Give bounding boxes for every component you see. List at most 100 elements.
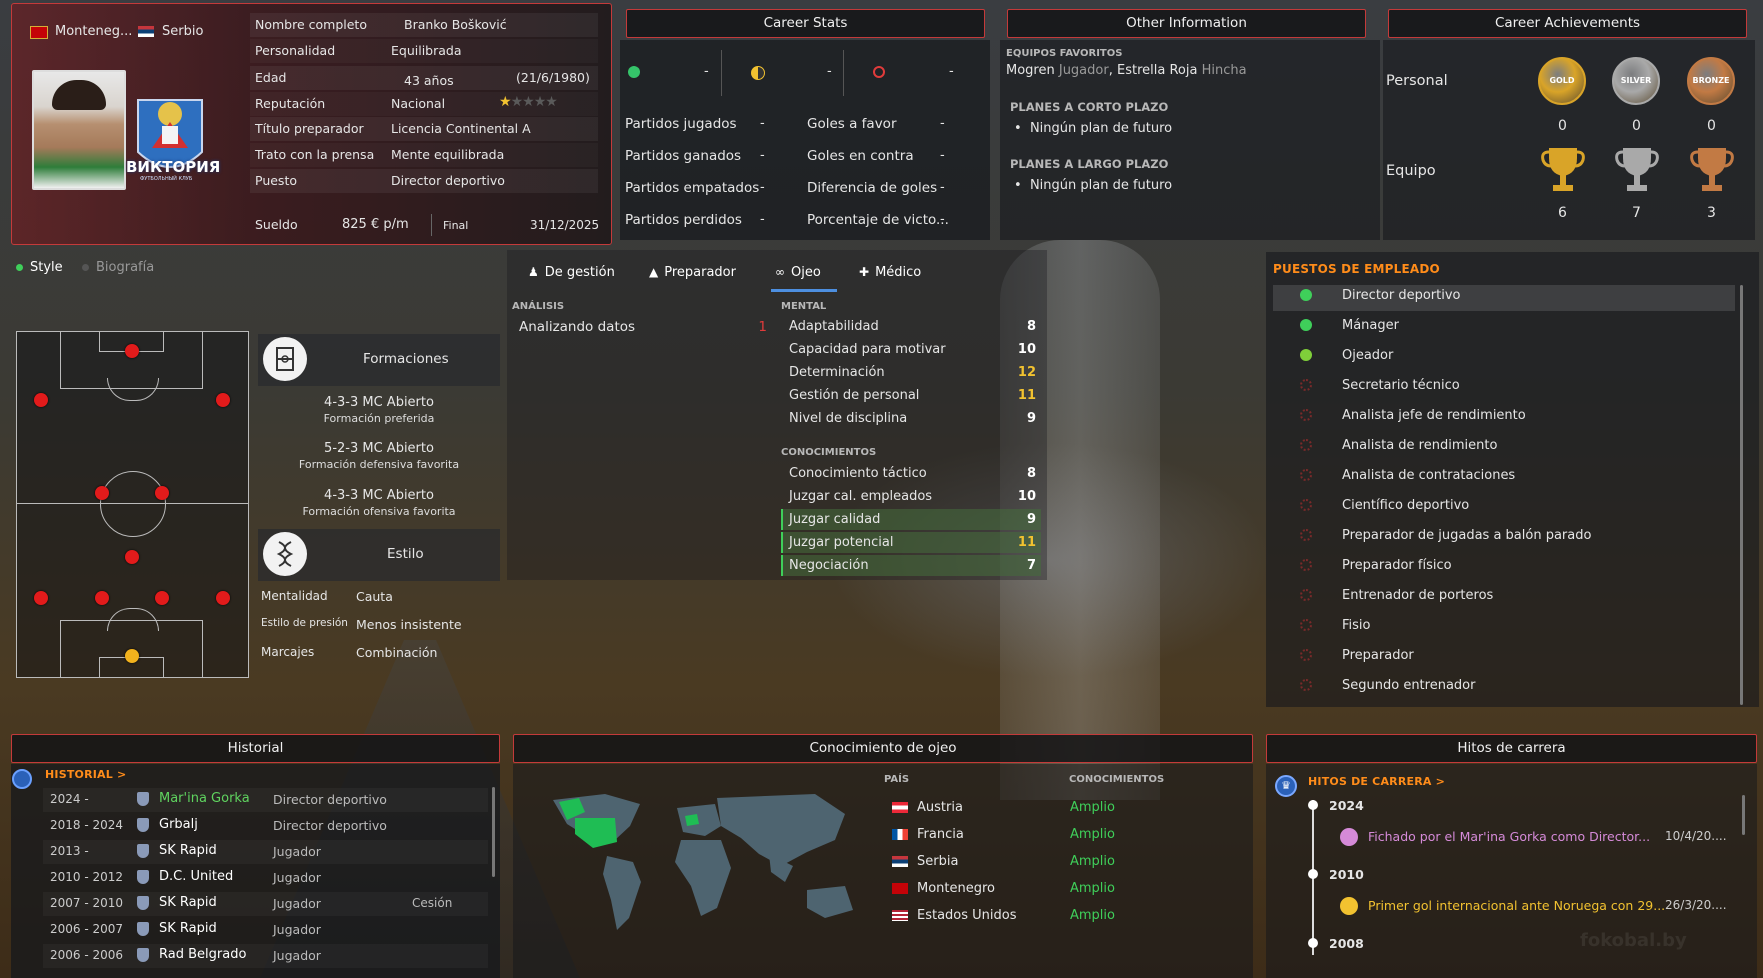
position-name[interactable]: Científico deportivo [1342,498,1470,513]
position-name[interactable]: Analista de contrataciones [1342,468,1516,483]
formation-name[interactable]: 4-3-3 MC Abierto [324,488,434,503]
history-club[interactable]: SK Rapid [159,843,217,858]
formations-header: Formaciones [258,334,500,386]
position-name[interactable]: Fisio [1342,618,1371,633]
history-club[interactable]: Rad Belgrado [159,947,247,962]
medal-name: GOLD [1549,76,1575,85]
scout-level: Amplio [1070,881,1115,896]
style-title: Estilo [387,546,424,562]
style-label: Marcajes [261,645,315,659]
country-label: PAÍS [884,774,910,785]
milestone-text[interactable]: Fichado por el Mar'ina Gorka como Direct… [1368,829,1651,844]
history-club[interactable]: Grbalj [159,817,198,832]
history-club[interactable]: Mar'ina Gorka [159,791,250,806]
history-club[interactable]: SK Rapid [159,921,217,936]
watermark-logo: fokobal.by [1580,930,1687,951]
tab-m-dico[interactable]: ✚ Médico [859,265,921,280]
tab-label: De gestión [544,265,615,280]
red-ring-icon [873,66,885,78]
tab-de-gesti-n[interactable]: ♟ De gestión [528,265,615,280]
bullet-icon: • [1014,178,1030,193]
stat-icon-value: - [949,64,954,79]
formation-name[interactable]: 5-2-3 MC Abierto [324,441,434,456]
history-note: Cesión [412,896,453,910]
attribute-value: 7 [1026,558,1036,573]
birthdate: (21/6/1980) [516,70,590,85]
history-role: Jugador [273,896,321,911]
position-name[interactable]: Secretario técnico [1342,378,1460,393]
milestones-link[interactable]: HITOS DE CARRERA > [1308,775,1446,788]
whistle-icon: ▲ [649,265,659,279]
attribute-value: 8 [1026,319,1036,334]
analysis-label: ANÁLISIS [512,301,565,312]
fav-team-1[interactable]: Mogren [1006,63,1055,78]
trophy-icon [1539,144,1587,196]
club-badge-icon[interactable]: ВИКТОРИЯ ФУТБОЛЬНЫЙ КЛУБ [126,82,220,192]
stat-label: Goles a favor [807,116,897,132]
trophy-count: 6 [1558,205,1567,221]
scout-country[interactable]: Francia [917,827,964,842]
attributes-panel [507,250,1047,580]
position-name[interactable]: Entrenador de porteros [1342,588,1494,603]
position-name[interactable]: Segundo entrenador [1342,678,1476,693]
nation-1[interactable]: Monteneg... [55,24,133,39]
medkit-icon: ✚ [859,265,870,279]
position-name[interactable]: Analista jefe de rendimiento [1342,408,1526,423]
scout-country[interactable]: Montenegro [917,881,996,896]
country-flag-icon [892,910,908,921]
pitch-center-circle [100,471,166,537]
attribute-value: 11 [1017,535,1036,550]
position-name[interactable]: Mánager [1342,318,1399,333]
milestones-scrollbar[interactable] [1742,795,1745,835]
stat-value: - [940,148,945,163]
tab-preparador[interactable]: ▲ Preparador [649,265,736,280]
history-club[interactable]: D.C. United [159,869,234,884]
tab-ojeo[interactable]: ∞ Ojeo [775,265,821,280]
scout-country[interactable]: Serbia [917,854,959,869]
history-role: Jugador [273,870,321,885]
positions-scrollbar[interactable] [1740,285,1743,705]
signing-icon [1340,828,1358,846]
pitch-top-arc [107,378,159,401]
position-name[interactable]: Director deportivo [1342,288,1461,303]
stat-value: - [760,116,765,131]
position-name[interactable]: Preparador de jugadas a balón parado [1342,528,1592,543]
stat-value: - [940,212,945,227]
style-value: Menos insistente [356,617,462,632]
reputation-stars: ★★★★★ [499,94,558,110]
formation-name[interactable]: 4-3-3 MC Abierto [324,395,434,410]
stat-value: - [760,148,765,163]
historial-scrollbar[interactable] [492,787,495,877]
pitch-bottom-arc [107,608,159,631]
tab-style-label: Style [30,260,63,275]
tab-label: Médico [875,265,922,280]
position-name[interactable]: Ojeador [1342,348,1394,363]
fav-team-2[interactable]: Estrella Roja [1116,63,1198,78]
position-name[interactable]: Analista de rendimiento [1342,438,1498,453]
silver-medal-icon: SILVER [1612,57,1660,105]
history-years: 2013 - [50,844,89,858]
fav-teams: Mogren Jugador, Estrella Roja Hincha [1006,63,1247,78]
analysis-name: Analizando datos [519,319,636,335]
timeline-node [1308,800,1318,810]
historial-link[interactable]: HISTORIAL > [45,768,127,781]
history-club[interactable]: SK Rapid [159,895,217,910]
scout-country[interactable]: Estados Unidos [917,908,1017,923]
stat-label: Diferencia de goles [807,180,938,196]
stat-value: - [940,180,945,195]
milestone-text[interactable]: Primer gol internacional ante Noruega co… [1368,898,1666,913]
scout-level: Amplio [1070,827,1115,842]
avatar[interactable] [32,70,126,190]
stat-label: Partidos empatados [625,180,760,196]
world-map [545,790,875,950]
tab-style[interactable]: Style [16,260,63,275]
style-header: Estilo [258,529,500,581]
position-name[interactable]: Preparador [1342,648,1414,663]
nation-2[interactable]: Serbio [162,24,204,39]
trophy-icon [1688,144,1736,196]
formation-desc: Formación preferida [323,412,435,425]
history-row-bg [43,840,488,864]
tab-biografia[interactable]: Biografía [82,260,154,275]
scout-country[interactable]: Austria [917,800,963,815]
position-name[interactable]: Preparador físico [1342,558,1452,573]
